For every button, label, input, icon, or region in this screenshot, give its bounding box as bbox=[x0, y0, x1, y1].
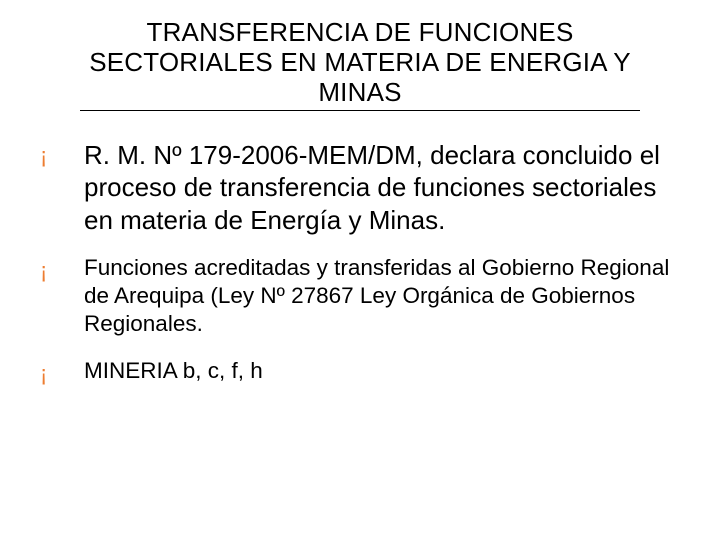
bullet-item: ¡ MINERIA b, c, f, h bbox=[40, 357, 680, 385]
bullet-marker-icon: ¡ bbox=[40, 139, 84, 167]
bullet-marker-icon: ¡ bbox=[40, 254, 84, 282]
title-underline bbox=[80, 110, 640, 111]
slide-body: ¡ R. M. Nº 179-2006-MEM/DM, declara conc… bbox=[40, 139, 680, 385]
title-block: TRANSFERENCIA DE FUNCIONES SECTORIALES E… bbox=[80, 18, 640, 111]
bullet-item: ¡ R. M. Nº 179-2006-MEM/DM, declara conc… bbox=[40, 139, 680, 237]
bullet-item: ¡ Funciones acreditadas y transferidas a… bbox=[40, 254, 680, 338]
bullet-text: Funciones acreditadas y transferidas al … bbox=[84, 254, 680, 338]
slide-title: TRANSFERENCIA DE FUNCIONES SECTORIALES E… bbox=[80, 18, 640, 108]
slide-container: TRANSFERENCIA DE FUNCIONES SECTORIALES E… bbox=[0, 0, 720, 540]
bullet-marker-icon: ¡ bbox=[40, 357, 84, 385]
bullet-text: MINERIA b, c, f, h bbox=[84, 357, 680, 385]
bullet-text: R. M. Nº 179-2006-MEM/DM, declara conclu… bbox=[84, 139, 680, 237]
